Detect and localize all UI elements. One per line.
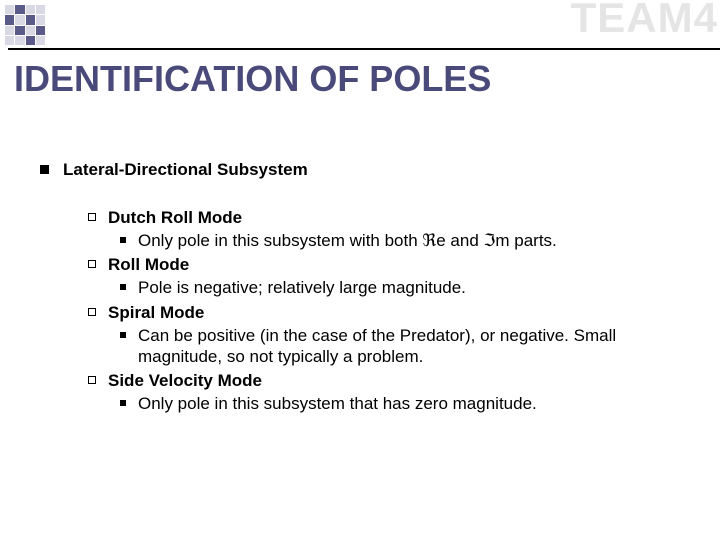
section-items: Dutch Roll ModeOnly pole in this subsyst… [88, 208, 700, 414]
list-subitem: Pole is negative; relatively large magni… [120, 277, 700, 298]
small-square-bullet-icon [120, 332, 126, 338]
slide-body: Lateral-Directional Subsystem Dutch Roll… [40, 160, 700, 414]
list-item: Dutch Roll Mode [88, 208, 700, 228]
list-item: Side Velocity Mode [88, 371, 700, 391]
open-square-bullet-icon [88, 260, 96, 268]
small-square-bullet-icon [120, 237, 126, 243]
open-square-bullet-icon [88, 376, 96, 384]
list-subitem: Can be positive (in the case of the Pred… [120, 325, 700, 368]
corner-decoration [5, 5, 45, 45]
list-item-label: Spiral Mode [108, 303, 204, 323]
section-heading: Lateral-Directional Subsystem [63, 160, 308, 180]
open-square-bullet-icon [88, 308, 96, 316]
list-subitem-text: Only pole in this subsystem with both ℜe… [138, 230, 557, 251]
list-item: Spiral Mode [88, 303, 700, 323]
list-subitem: Only pole in this subsystem that has zer… [120, 393, 700, 414]
small-square-bullet-icon [120, 284, 126, 290]
list-subitem-text: Pole is negative; relatively large magni… [138, 277, 466, 298]
small-square-bullet-icon [120, 400, 126, 406]
list-subitem-text: Can be positive (in the case of the Pred… [138, 325, 658, 368]
title-rule [8, 48, 720, 50]
list-item: Roll Mode [88, 255, 700, 275]
list-subitem: Only pole in this subsystem with both ℜe… [120, 230, 700, 251]
list-item-label: Dutch Roll Mode [108, 208, 242, 228]
watermark: TEAM4 [571, 0, 718, 42]
square-bullet-icon [40, 165, 49, 174]
section-heading-row: Lateral-Directional Subsystem [40, 160, 700, 180]
list-item-label: Side Velocity Mode [108, 371, 262, 391]
open-square-bullet-icon [88, 213, 96, 221]
list-subitem-text: Only pole in this subsystem that has zer… [138, 393, 537, 414]
list-item-label: Roll Mode [108, 255, 189, 275]
page-title: IDENTIFICATION OF POLES [14, 58, 491, 100]
